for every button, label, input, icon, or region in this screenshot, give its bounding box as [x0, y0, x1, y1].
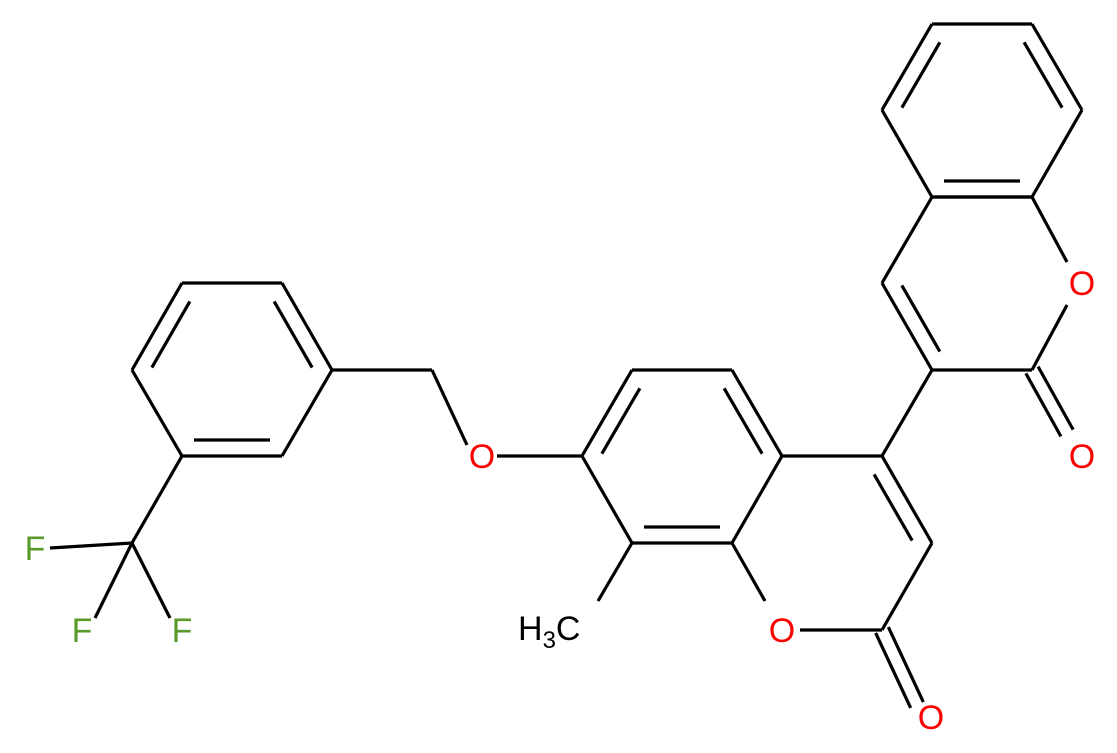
bond-double: [886, 626, 925, 703]
bond-double: [580, 369, 634, 457]
bond-single: [93, 542, 134, 619]
bond-single: [880, 369, 934, 457]
atom-f-1: F: [25, 530, 46, 568]
bonds: [49, 22, 1084, 709]
bond-double: [1030, 23, 1084, 111]
bond-single: [130, 542, 172, 619]
atom-o-carbonyl-middle: O: [918, 699, 944, 737]
atom-o-ring-top: O: [1069, 265, 1095, 303]
bond-double: [730, 369, 784, 457]
bond-single: [880, 196, 934, 284]
atom-o-carbonyl-top: O: [1069, 438, 1095, 476]
bond-double: [280, 282, 334, 371]
bond-single: [1030, 196, 1069, 263]
bond-double-inner: [150, 300, 192, 369]
bond-single: [880, 542, 934, 631]
bond-double: [1036, 365, 1075, 431]
atom-o-ether: O: [469, 438, 495, 476]
bond-single: [1030, 109, 1084, 198]
bond-double: [1024, 372, 1063, 438]
bond-single: [730, 455, 784, 544]
bond-single: [130, 455, 184, 544]
bond-double-inner: [1022, 41, 1064, 109]
bond-double: [880, 282, 934, 371]
bond-single: [730, 542, 767, 602]
atom-methyl: H3C: [518, 610, 580, 654]
bond-single: [280, 369, 334, 457]
bond-double: [874, 632, 913, 709]
atom-o-ring-middle: O: [769, 612, 795, 650]
bond-double-inner: [272, 300, 314, 369]
atom-f-2: F: [72, 612, 93, 650]
bond-single: [49, 541, 133, 550]
bond-double: [880, 455, 934, 544]
bond-double-inner: [872, 473, 914, 542]
bond-double-inner: [900, 41, 942, 109]
bond-single: [130, 369, 184, 457]
bond-single: [1030, 304, 1069, 371]
bond-double-inner: [600, 387, 642, 455]
bond-double: [130, 282, 184, 371]
bond-single: [596, 542, 634, 602]
atom-f-3: F: [172, 612, 193, 650]
bond-single: [430, 369, 469, 446]
bond-single: [580, 455, 634, 544]
bond-double-inner: [722, 387, 764, 455]
bond-single: [880, 109, 934, 198]
bond-double-inner: [900, 284, 942, 353]
bond-double: [880, 23, 934, 111]
